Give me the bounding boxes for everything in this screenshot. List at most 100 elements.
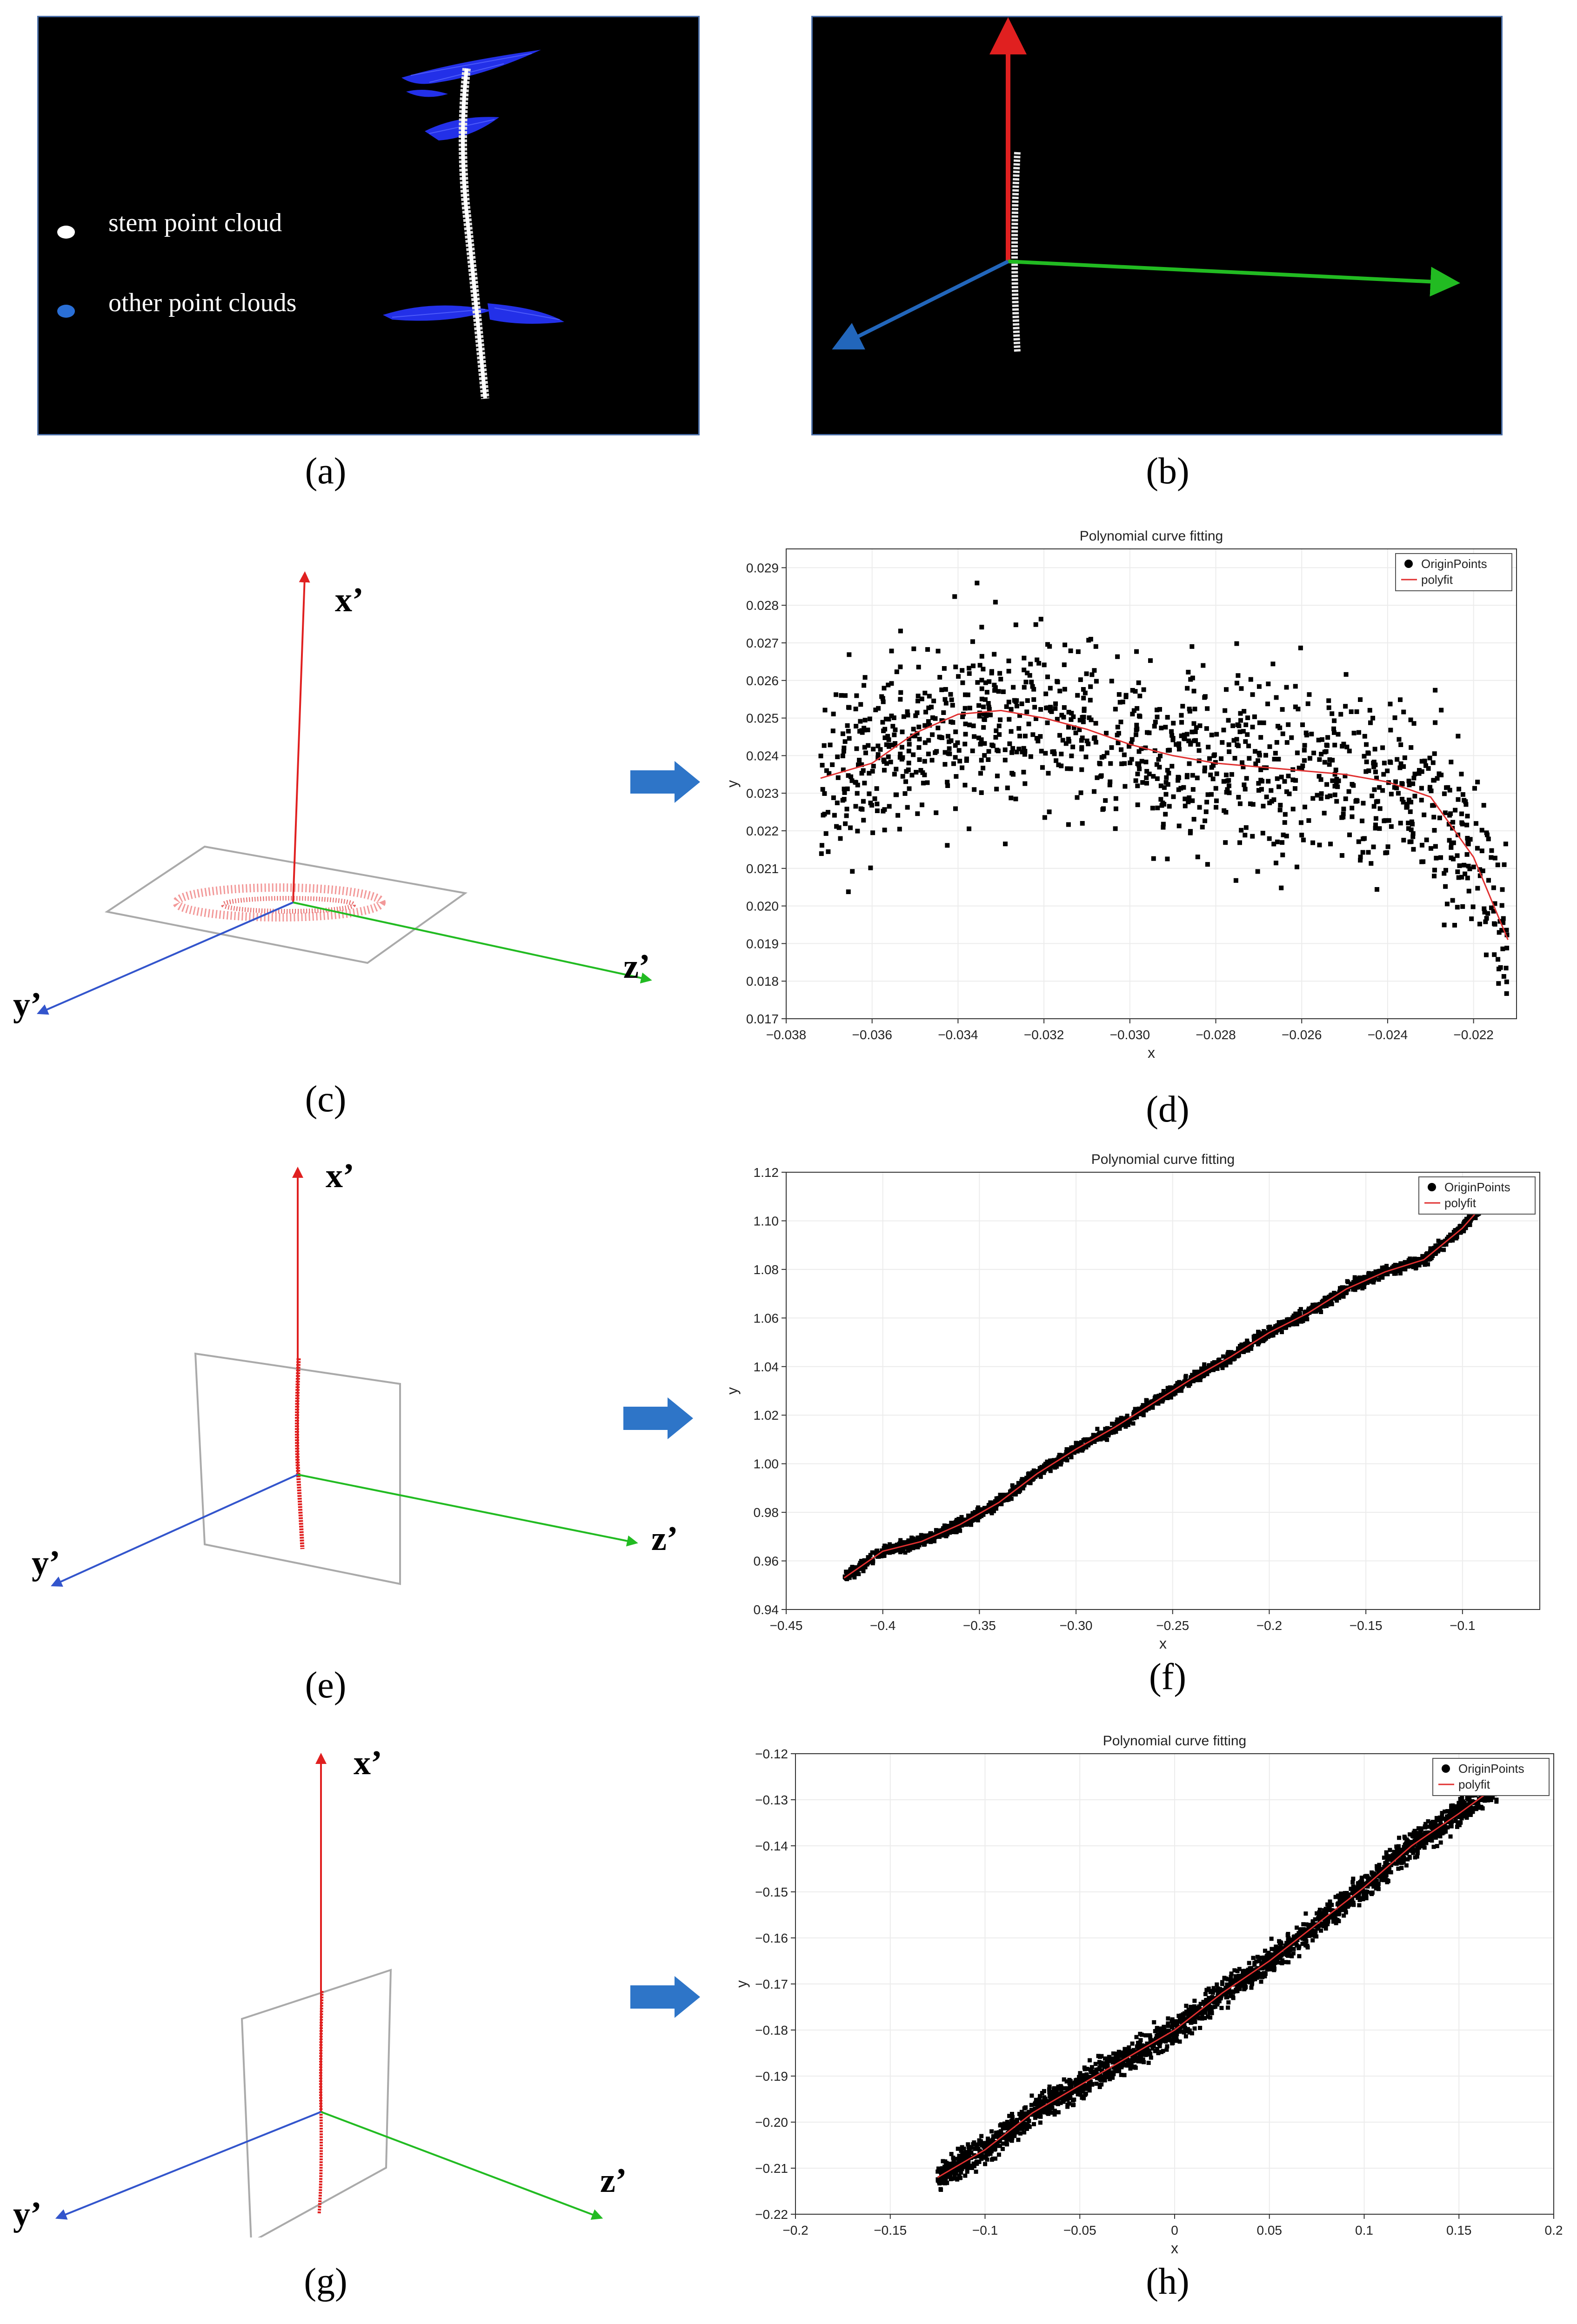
data-point [1335, 1291, 1340, 1296]
y-tick-label: 0.021 [746, 861, 779, 876]
data-point [1449, 845, 1454, 850]
data-point [1443, 868, 1448, 873]
origin-points [936, 1772, 1499, 2192]
data-point [1035, 2114, 1040, 2118]
data-point [1062, 687, 1067, 692]
data-point [960, 668, 965, 673]
data-point [1457, 863, 1462, 868]
z-prime-axis [297, 1474, 638, 1547]
data-point [1144, 781, 1149, 786]
y-tick-label: −0.15 [755, 1885, 788, 1899]
data-point [1416, 1826, 1421, 1830]
data-point [867, 771, 872, 776]
data-point [1456, 797, 1461, 802]
data-point [1184, 773, 1189, 778]
data-point [1204, 1988, 1209, 1992]
data-point [1164, 775, 1169, 780]
data-point [1132, 1416, 1136, 1421]
data-point [1038, 2109, 1043, 2114]
data-point [1242, 782, 1247, 788]
data-point [1386, 818, 1391, 823]
data-point [1177, 1388, 1182, 1392]
data-point [950, 703, 955, 708]
chart-d: Polynomial curve fitting−0.038 −0.036 −0.0… [726, 528, 1517, 1061]
data-point [1197, 805, 1202, 810]
data-point [901, 714, 906, 719]
data-point [1098, 1432, 1103, 1436]
data-point [1215, 1982, 1219, 1987]
data-point [1282, 820, 1287, 825]
data-point [1080, 2096, 1084, 2100]
data-point [927, 694, 932, 699]
data-point [1435, 776, 1440, 781]
data-point [881, 757, 886, 762]
data-point [1202, 765, 1207, 770]
data-point [1226, 1353, 1230, 1357]
data-point [1068, 766, 1073, 771]
data-point [1371, 804, 1377, 809]
data-point [858, 719, 863, 724]
data-point [1203, 818, 1208, 823]
data-point [1123, 2050, 1128, 2055]
data-point [1038, 2094, 1042, 2098]
data-point [1293, 778, 1298, 783]
data-point [1155, 776, 1160, 781]
data-point [1214, 805, 1219, 810]
data-point [931, 698, 936, 703]
data-point [1255, 1955, 1260, 1959]
data-point [987, 679, 992, 684]
data-point [862, 675, 868, 680]
data-point [1038, 707, 1043, 712]
data-point [1157, 2044, 1162, 2049]
y-tick-label: −0.16 [755, 1931, 788, 1945]
data-point [939, 735, 944, 740]
data-point [1258, 778, 1263, 783]
data-point [960, 680, 965, 685]
data-point [1390, 1853, 1395, 1857]
data-point [1292, 786, 1297, 791]
data-point [1149, 1405, 1154, 1409]
data-point [1401, 800, 1406, 805]
right-arrow-icon [623, 1397, 693, 1439]
data-point [1256, 1335, 1261, 1340]
data-point [845, 786, 850, 791]
data-point [1243, 825, 1249, 830]
data-point [889, 742, 894, 748]
data-point [1427, 786, 1432, 791]
data-point [1142, 2060, 1146, 2064]
data-point [1225, 787, 1230, 792]
data-point [1303, 730, 1309, 735]
data-point [889, 1545, 894, 1549]
data-point [887, 804, 892, 809]
data-point [1243, 787, 1248, 792]
y-tick-label: 0.019 [746, 936, 779, 951]
data-point [1022, 748, 1028, 754]
data-point [846, 773, 851, 778]
data-point [878, 1552, 882, 1557]
data-point [1156, 1401, 1161, 1406]
data-point [834, 692, 839, 697]
data-point [1077, 727, 1082, 732]
data-point [929, 704, 934, 709]
data-point [1019, 1482, 1023, 1487]
data-point [1377, 785, 1382, 790]
data-point [886, 717, 891, 722]
data-point [892, 732, 897, 737]
data-point [1411, 721, 1417, 726]
data-point [930, 732, 935, 737]
data-point [932, 1532, 936, 1537]
x-tick-label: −0.25 [1156, 1618, 1189, 1633]
data-point [1223, 840, 1228, 845]
data-point [1279, 775, 1284, 780]
data-point [818, 754, 823, 759]
data-point [1013, 1486, 1017, 1491]
data-point [1046, 771, 1051, 776]
data-point [1069, 711, 1074, 716]
data-point [1269, 799, 1274, 804]
data-point [1275, 839, 1280, 844]
data-point [867, 716, 872, 721]
data-point [1069, 753, 1074, 758]
data-point [977, 714, 982, 719]
x-tick-label: −0.4 [870, 1618, 895, 1633]
data-point [899, 745, 904, 750]
